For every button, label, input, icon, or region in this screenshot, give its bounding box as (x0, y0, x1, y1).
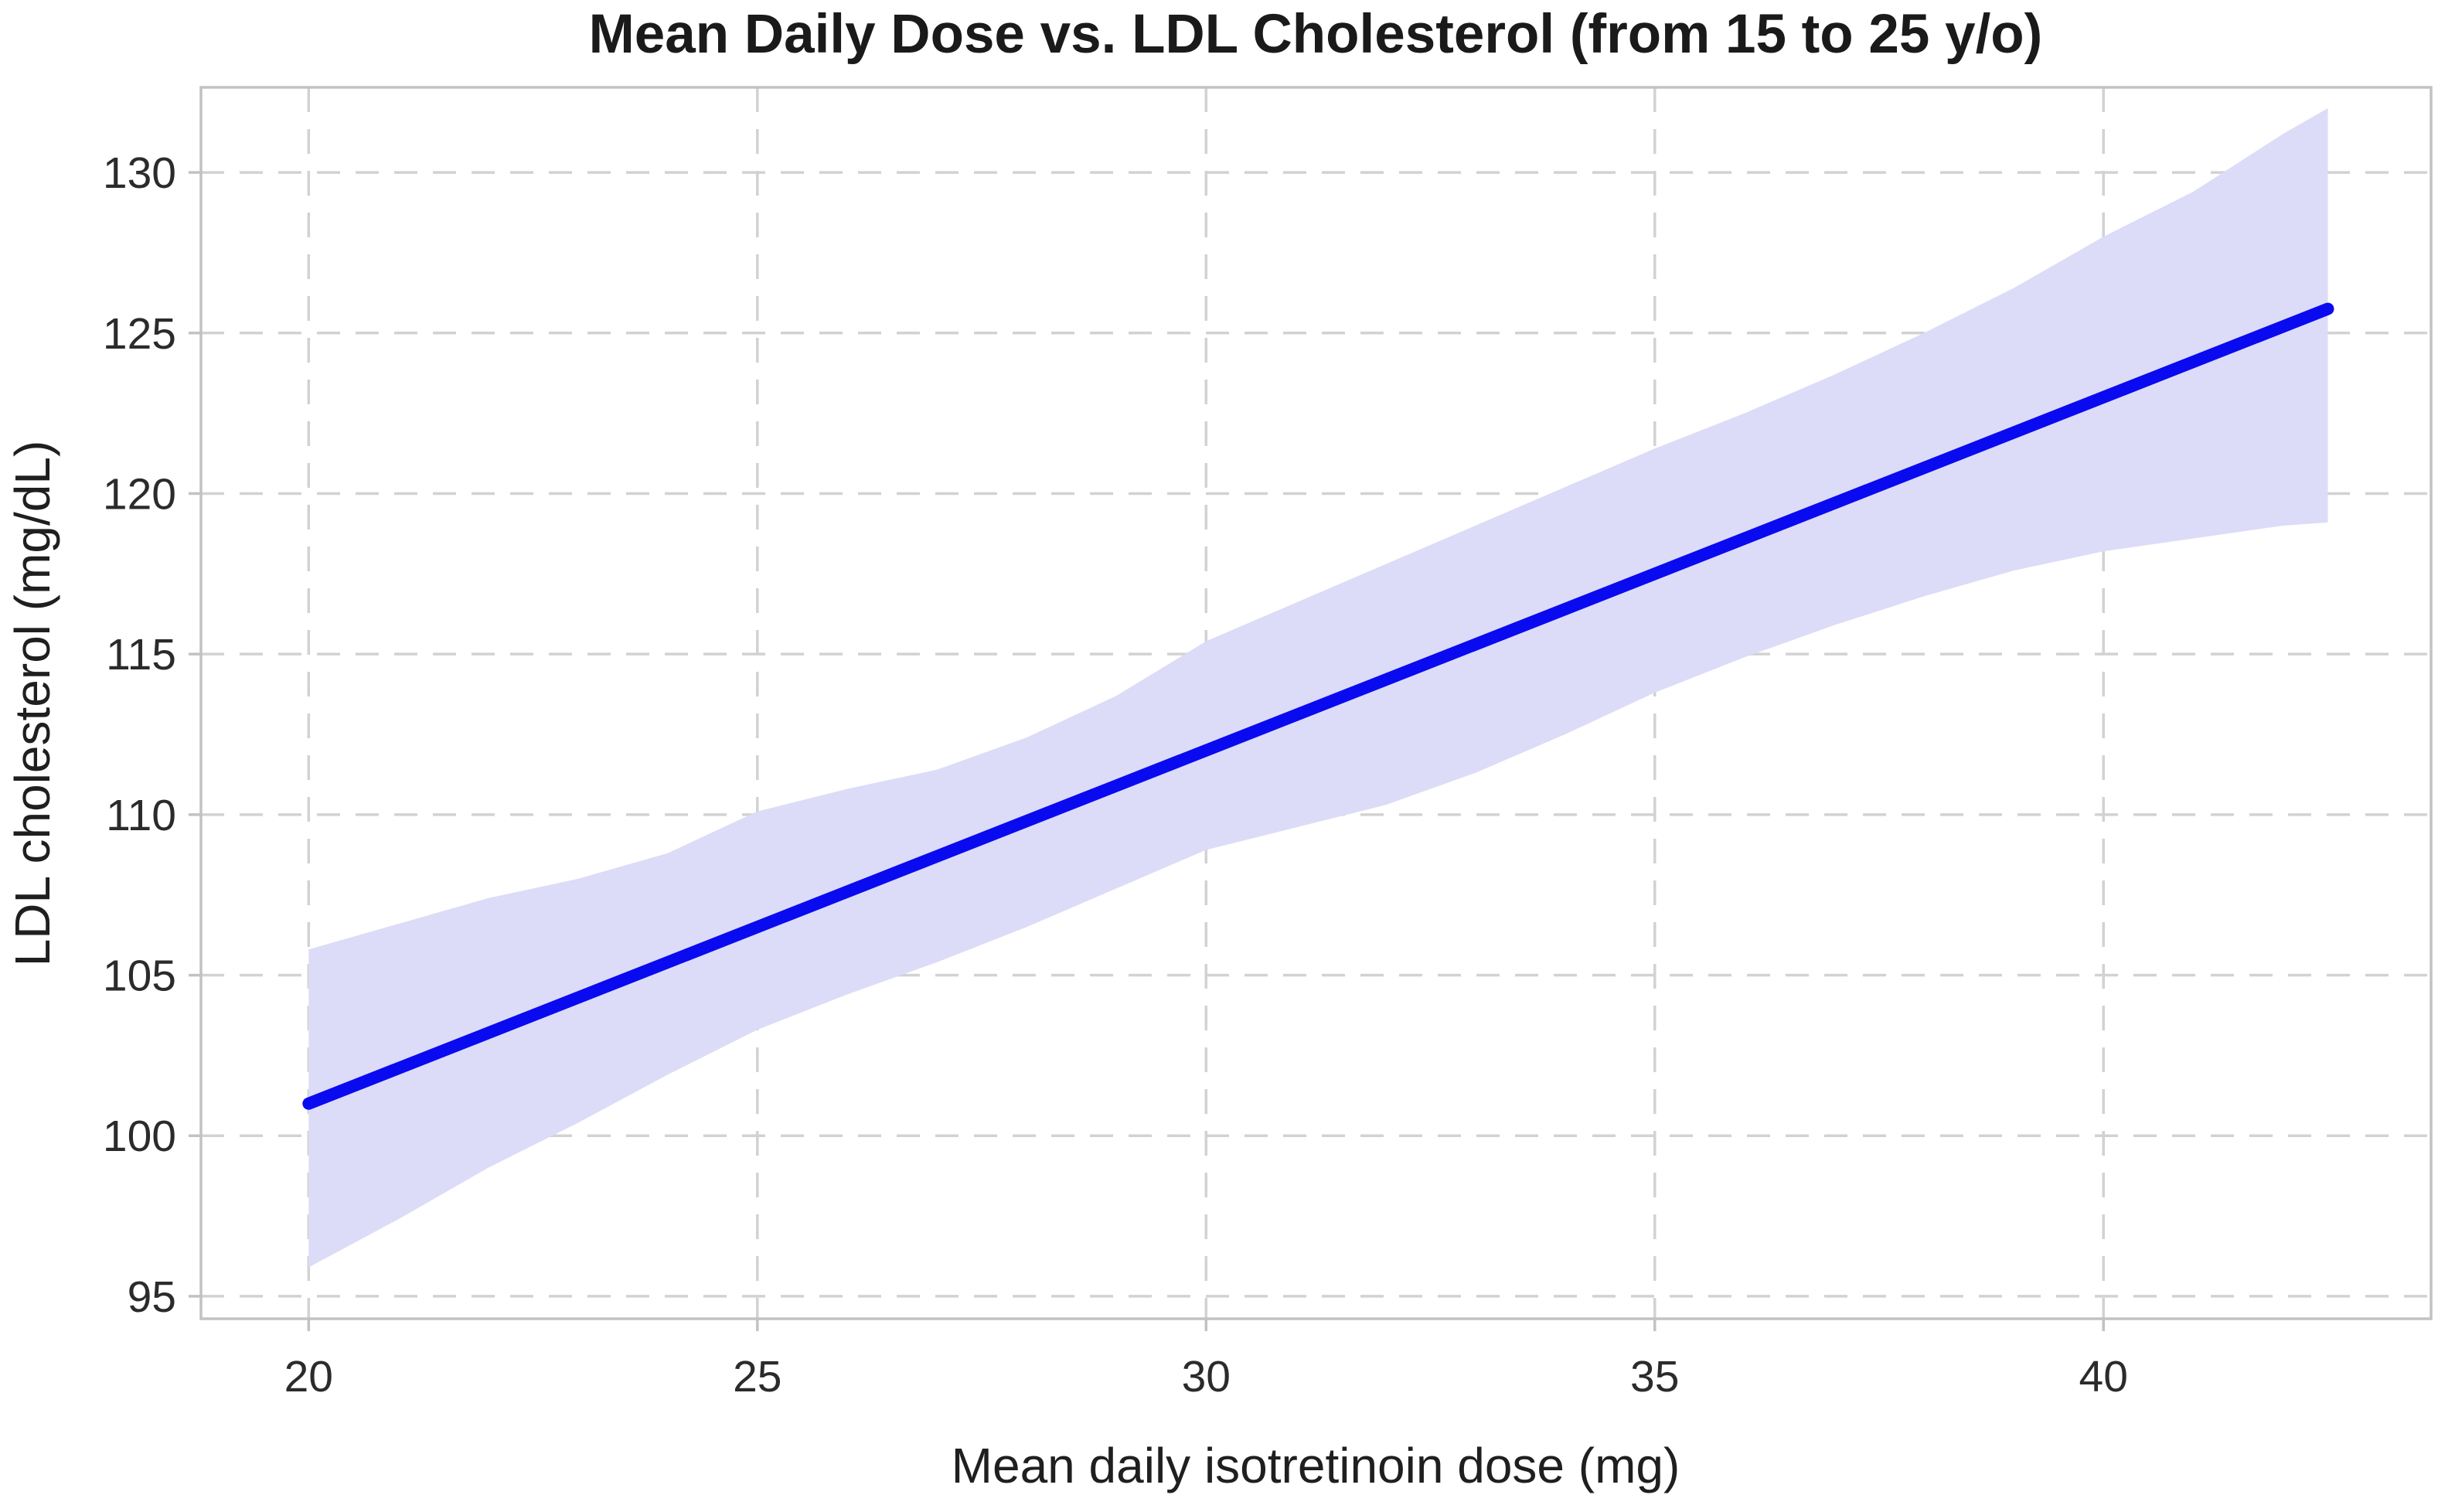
x-tick-label: 25 (733, 1352, 781, 1401)
y-axis-label: LDL cholesterol (mg/dL) (5, 441, 60, 967)
x-tick-label: 20 (284, 1352, 333, 1401)
x-axis-label: Mean daily isotretinoin dose (mg) (952, 1438, 1680, 1493)
x-tick-label: 30 (1182, 1352, 1231, 1401)
chart-title: Mean Daily Dose vs. LDL Cholesterol (fro… (589, 4, 2043, 65)
y-tick-label: 115 (106, 630, 176, 679)
y-tick-label: 130 (103, 148, 176, 198)
y-tick-label: 100 (103, 1112, 176, 1161)
confidence-band (308, 108, 2328, 1268)
plot-frame (199, 86, 2433, 1320)
axis-tick-marks (189, 171, 2105, 1331)
y-tick-label: 95 (128, 1272, 176, 1322)
x-tick-label: 40 (2079, 1352, 2128, 1401)
y-tick-label: 105 (103, 952, 176, 1001)
regression-line (302, 302, 2334, 1110)
y-tick-label: 125 (103, 309, 176, 359)
x-tick-labels: 20 25 30 35 40 (284, 1352, 2128, 1401)
x-tick-label: 35 (1630, 1352, 1679, 1401)
y-tick-label: 120 (103, 469, 176, 519)
y-tick-label: 110 (106, 791, 176, 840)
y-tick-labels: 95 100 105 110 115 120 125 130 (103, 148, 176, 1322)
